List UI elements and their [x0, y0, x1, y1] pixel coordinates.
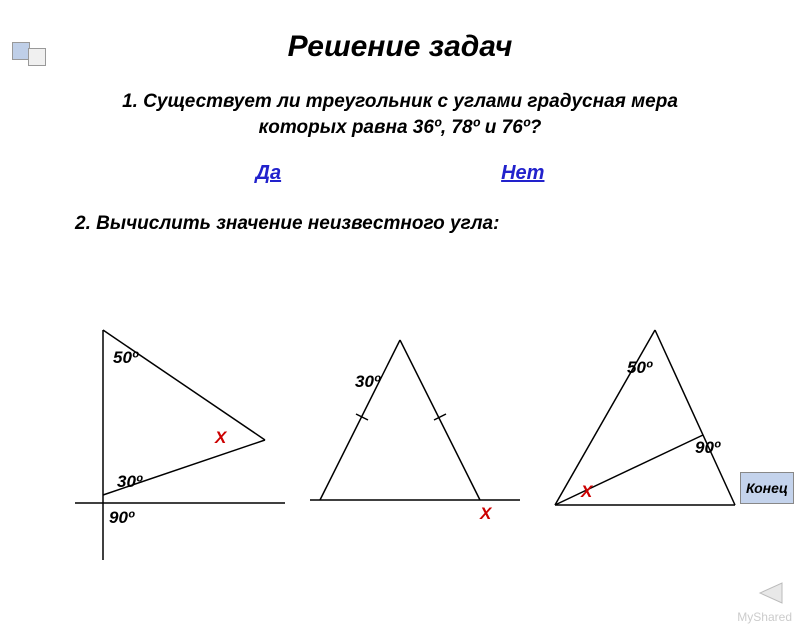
d2-angle-30: 30º [355, 372, 380, 392]
question-1: 1. Существует ли треугольник с углами гр… [0, 89, 800, 140]
q1-line2: которых равна 36º, 78º и 76º? [259, 117, 542, 138]
d1-unknown-x: Х [215, 428, 226, 448]
d1-angle-30: 30º [117, 472, 142, 492]
corner-decoration [12, 42, 46, 66]
d2-unknown-x: Х [480, 504, 491, 524]
answer-yes-link[interactable]: Да [256, 162, 282, 185]
d3-angle-90: 90º [695, 438, 720, 458]
page-title: Решение задач [0, 30, 800, 64]
question-2: 2. Вычислить значение неизвестного угла: [75, 213, 800, 235]
diagram-1-svg [55, 310, 305, 570]
end-button[interactable]: Конец [740, 472, 794, 504]
diagram-2-svg [290, 310, 540, 570]
q1-line1: 1. Существует ли треугольник с углами гр… [122, 91, 678, 112]
diagram-3-svg [535, 310, 785, 570]
d3-angle-50: 50º [627, 358, 652, 378]
watermark: MyShared [737, 610, 792, 624]
d3-unknown-x: Х [581, 482, 592, 502]
answer-links: Да Нет [0, 162, 800, 185]
prev-arrow-icon[interactable] [752, 579, 786, 612]
diagram-2: 30º Х [290, 310, 540, 570]
diagrams-area: 50º Х 30º 90º 30º Х [0, 310, 800, 570]
diagram-3: 50º 90º Х [535, 310, 785, 570]
decor-square [28, 48, 46, 66]
d1-angle-90: 90º [109, 508, 134, 528]
diagram-1: 50º Х 30º 90º [55, 310, 305, 570]
answer-no-link[interactable]: Нет [501, 162, 544, 185]
d1-angle-50: 50º [113, 348, 138, 368]
